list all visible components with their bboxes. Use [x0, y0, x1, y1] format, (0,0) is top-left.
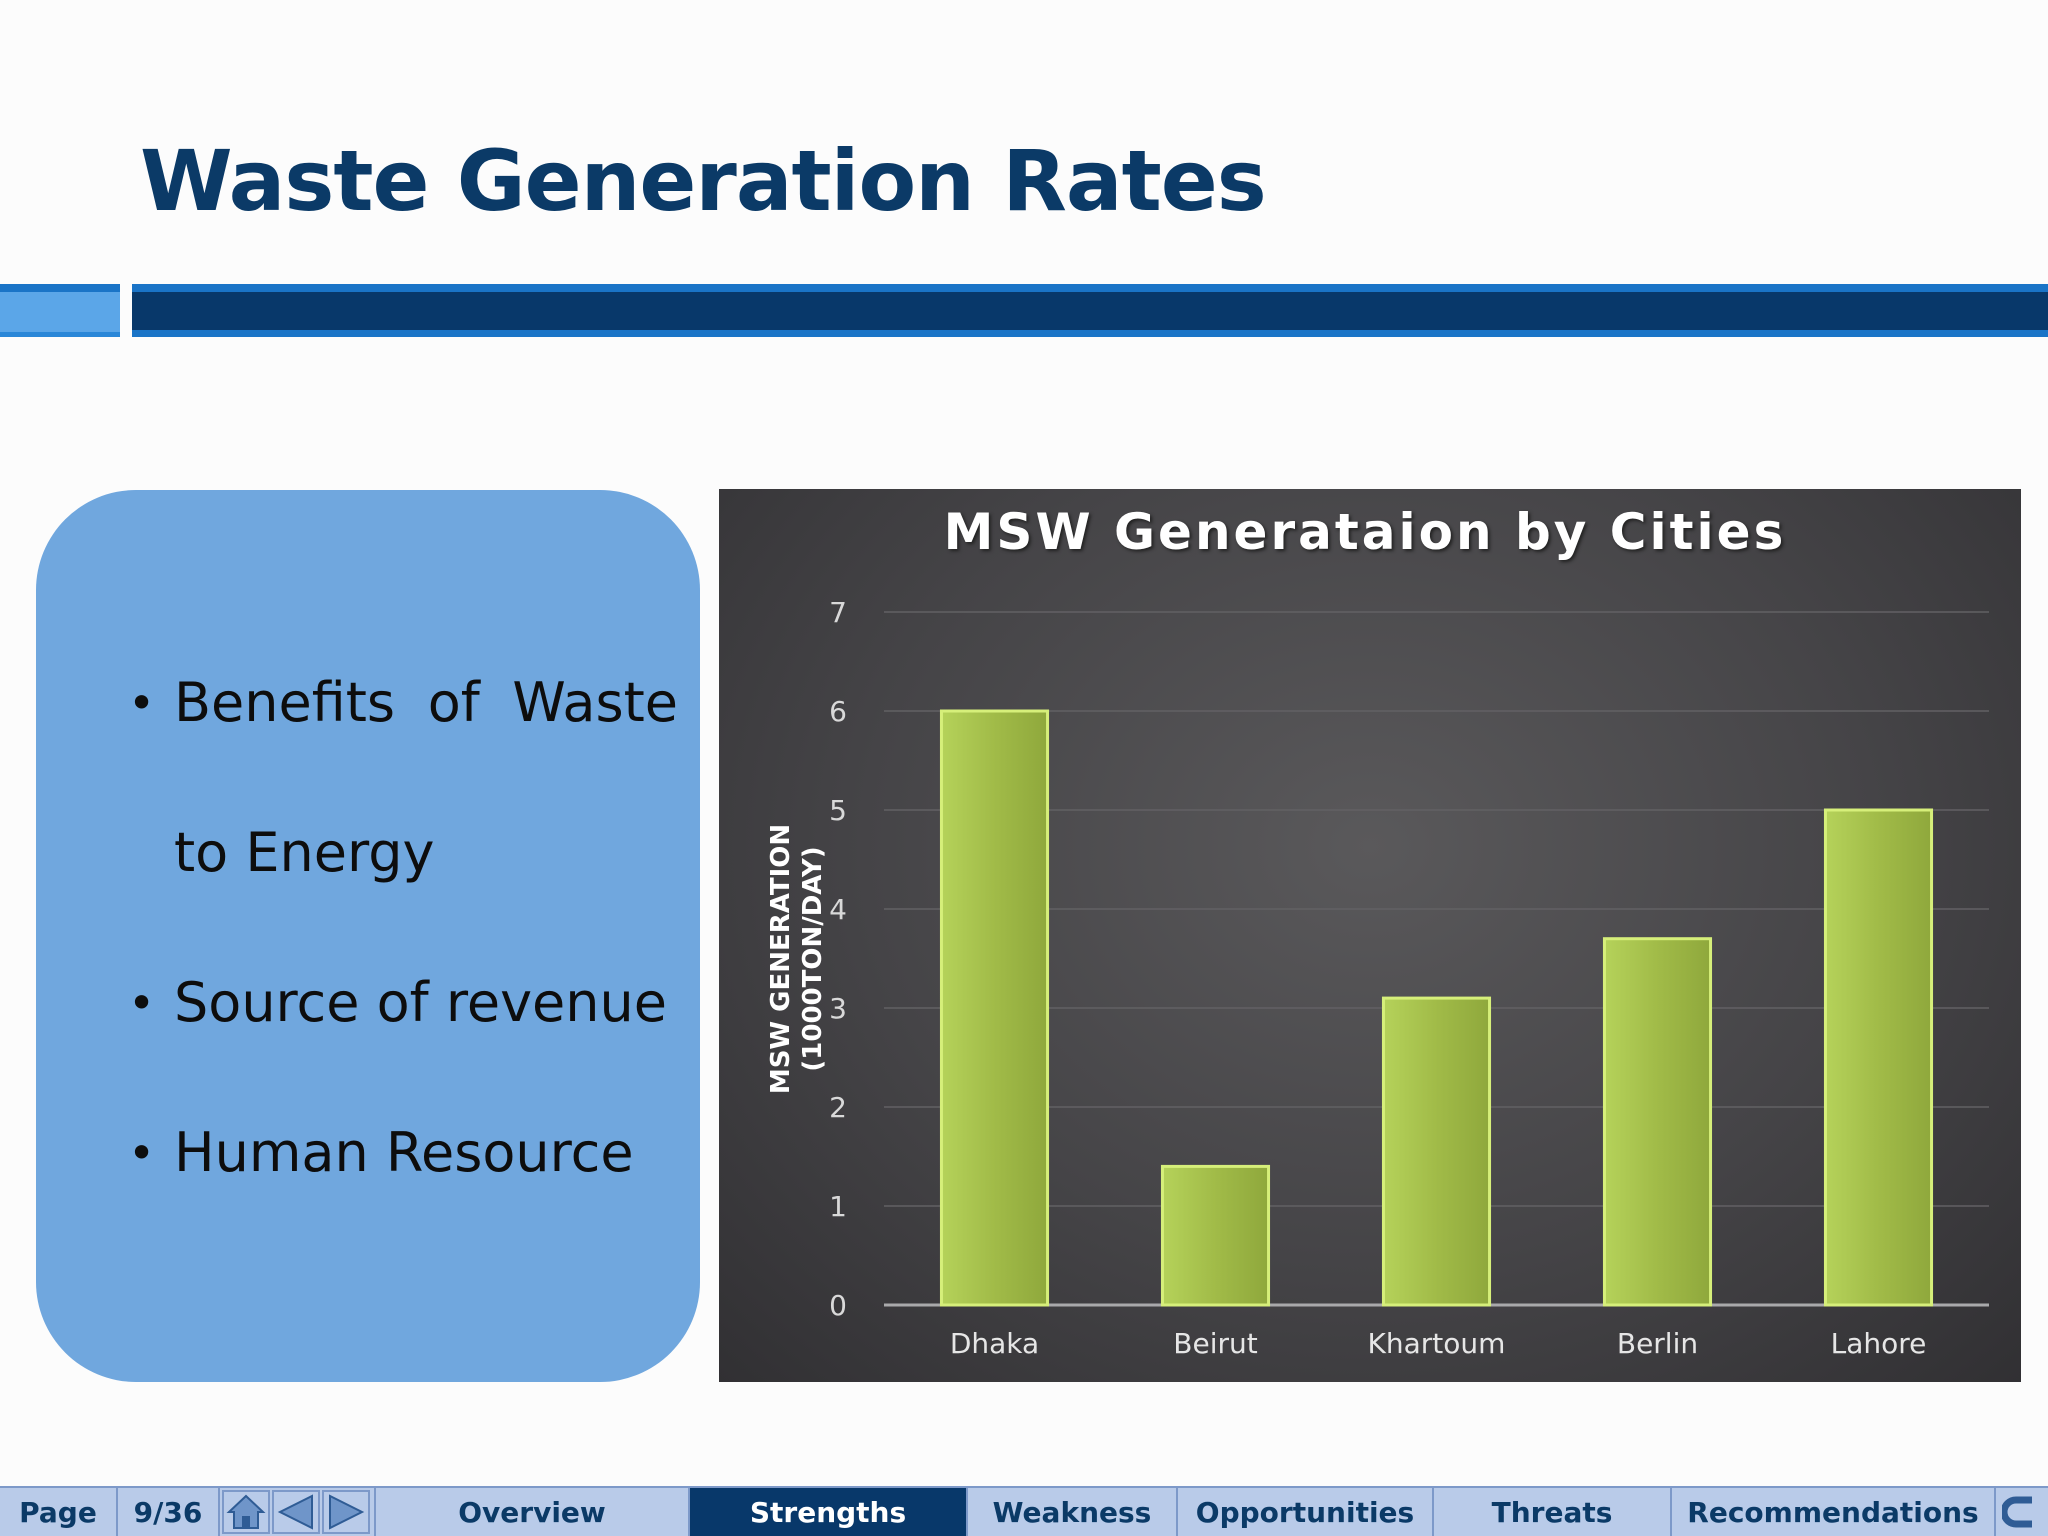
bullet-item: • Human Resource	[88, 1078, 678, 1228]
header-band-accent	[0, 292, 120, 337]
y-tick-label: 7	[829, 596, 847, 629]
x-tick-label: Lahore	[1831, 1327, 1927, 1360]
y-tick-label: 5	[829, 794, 847, 827]
bullet-item: • Benefits of Waste to Energy	[88, 628, 678, 928]
bar-lahore	[1823, 808, 1934, 1307]
bullet-list: • Benefits of Waste to Energy • Source o…	[88, 628, 678, 1228]
next-icon[interactable]	[322, 1490, 370, 1534]
bullet-text: Human Resource	[174, 1121, 634, 1184]
bullet-text: Source of revenue	[174, 971, 667, 1034]
y-axis-label: MSW GENERATION	[766, 824, 796, 1094]
page-number: 9/36	[118, 1488, 220, 1536]
y-tick-label: 6	[829, 695, 847, 728]
tab-strengths[interactable]: Strengths	[690, 1488, 968, 1536]
previous-icon[interactable]	[272, 1490, 320, 1534]
y-tick-label: 0	[829, 1289, 847, 1322]
x-tick-label: Dhaka	[950, 1327, 1039, 1360]
y-axis-label-unit: (1000TON/DAY)	[798, 846, 828, 1071]
y-tick-label: 3	[829, 992, 847, 1025]
header-band-top-line	[0, 284, 2048, 292]
tab-overview[interactable]: Overview	[376, 1488, 690, 1536]
bar-berlin	[1602, 937, 1713, 1307]
tab-recommendations[interactable]: Recommendations	[1672, 1488, 1996, 1536]
nav-button-group	[220, 1488, 376, 1536]
bullet-marker: •	[128, 676, 156, 730]
bullet-marker: •	[128, 976, 156, 1030]
x-tick-label: Khartoum	[1368, 1327, 1506, 1360]
header-band-bottom-line	[132, 330, 2048, 337]
x-tick-label: Berlin	[1617, 1327, 1698, 1360]
tab-opportunities[interactable]: Opportunities	[1178, 1488, 1434, 1536]
bullet-box: • Benefits of Waste to Energy • Source o…	[36, 490, 700, 1382]
bar-chart: MSW Generataion by Cities 0 1 2 3 4 5 6 7 Dhaka…	[766, 503, 1989, 1360]
chart-panel: MSW Generataion by Cities 0 1 2 3 4 5 6 7 Dhaka…	[719, 489, 2021, 1382]
bar-dhaka	[939, 709, 1050, 1307]
footer-nav-bar: Page 9/36 Overview Strengths Weakness Op…	[0, 1486, 2048, 1536]
slide-title: Waste Generation Rates	[140, 132, 1267, 230]
bullet-item: • Source of revenue	[88, 928, 678, 1078]
chart-title: MSW Generataion by Cities	[944, 503, 1787, 561]
return-icon[interactable]	[1996, 1488, 2048, 1536]
y-tick-label: 2	[829, 1091, 847, 1124]
page-label: Page	[0, 1488, 118, 1536]
x-tick-label: Beirut	[1173, 1327, 1257, 1360]
y-tick-label: 4	[829, 893, 847, 926]
bullet-text: Benefits of Waste to Energy	[174, 671, 678, 884]
bar-khartoum	[1381, 996, 1492, 1307]
home-icon[interactable]	[222, 1490, 270, 1534]
tab-weakness[interactable]: Weakness	[968, 1488, 1178, 1536]
y-tick-label: 1	[829, 1190, 847, 1223]
bullet-marker: •	[128, 1126, 156, 1180]
header-band	[132, 292, 2048, 330]
bar-beirut	[1160, 1164, 1271, 1307]
header-band-gap	[120, 284, 132, 337]
tab-threats[interactable]: Threats	[1434, 1488, 1672, 1536]
